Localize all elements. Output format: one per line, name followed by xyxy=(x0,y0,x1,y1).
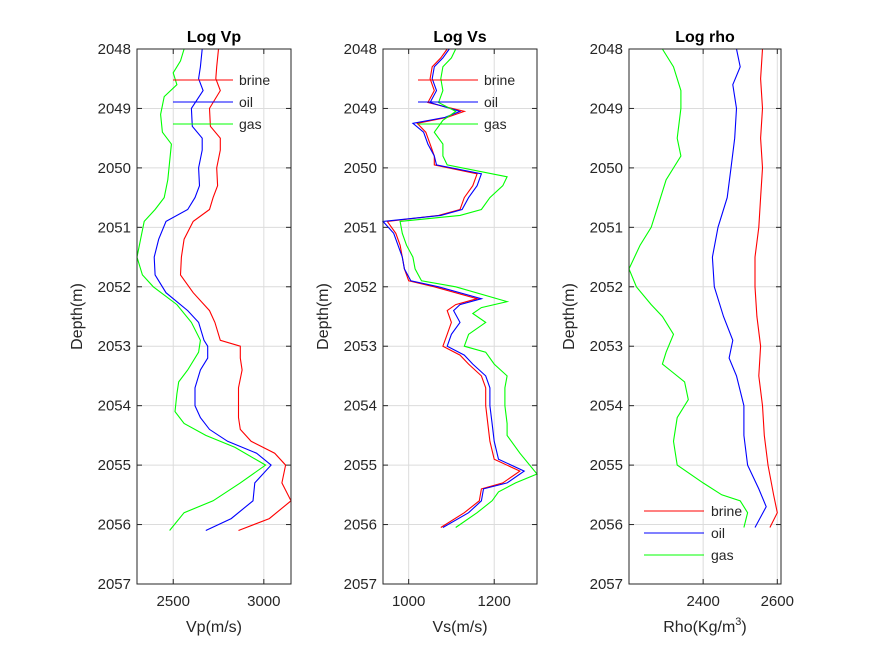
panel-vp: 2048 2049 2050 2051 2052 2053 2054 2055 2056 2057… xyxy=(69,29,292,636)
series-line-oil xyxy=(153,48,272,531)
y-tick-label: 2049 xyxy=(344,100,377,117)
legend-label-oil: oil xyxy=(484,94,498,110)
y-tick-label: 2055 xyxy=(98,457,131,474)
y-tick-label: 2053 xyxy=(590,338,623,355)
y-tick-label: 2056 xyxy=(590,517,623,534)
legend-label-gas: gas xyxy=(239,116,262,132)
y-tick-label: 2054 xyxy=(590,398,623,415)
x-tick-label: 2600 xyxy=(761,593,794,610)
y-tick-label: 2052 xyxy=(590,279,623,296)
axes-frame xyxy=(382,48,538,585)
x-tick-label: 1000 xyxy=(392,593,425,610)
y-tick-label: 2049 xyxy=(590,100,623,117)
y-tick-label: 2056 xyxy=(98,517,131,534)
y-tick-label: 2057 xyxy=(98,576,131,593)
y-tick-label: 2054 xyxy=(344,398,377,415)
y-tick-label: 2048 xyxy=(590,41,623,58)
series-line-oil xyxy=(711,48,767,528)
y-tick-label: 2048 xyxy=(98,41,131,58)
y-axis-label: Depth(m) xyxy=(315,283,332,350)
series-line-gas xyxy=(399,48,538,528)
y-axis-label: Depth(m) xyxy=(561,283,578,350)
x-axis-label: Rho(Kg/m3) xyxy=(663,616,746,636)
y-tick-label: 2052 xyxy=(98,279,131,296)
x-tick-label: 1200 xyxy=(478,593,511,610)
legend-label-gas: gas xyxy=(711,547,734,563)
x-tick-label: 2500 xyxy=(157,593,190,610)
y-tick-label: 2049 xyxy=(98,100,131,117)
legend-label-oil: oil xyxy=(711,525,725,541)
axes-frame xyxy=(628,48,782,585)
series-line-oil xyxy=(381,48,526,528)
y-tick-label: 2050 xyxy=(344,160,377,177)
y-tick-label: 2054 xyxy=(98,398,131,415)
series-line-gas xyxy=(136,48,267,531)
x-tick-label: 3000 xyxy=(247,593,280,610)
y-axis-label: Depth(m) xyxy=(69,283,86,350)
y-tick-label: 2050 xyxy=(98,160,131,177)
series-line-gas xyxy=(628,48,749,528)
y-tick-label: 2050 xyxy=(590,160,623,177)
axes-frame xyxy=(136,48,292,585)
panel-vs: 2048 2049 2050 2051 2052 2053 2054 2055 2056 2057… xyxy=(315,29,538,636)
y-tick-label: 2051 xyxy=(98,219,131,236)
panel-rho: 2048 2049 2050 2051 2052 2053 2054 2055 2056 2057… xyxy=(561,29,794,636)
x-tick-label: 2400 xyxy=(686,593,719,610)
x-axis-label: Vs(m/s) xyxy=(432,619,487,636)
series-line-brine xyxy=(754,48,778,528)
y-tick-label: 2057 xyxy=(344,576,377,593)
legend-label-brine: brine xyxy=(239,72,270,88)
legend-label-oil: oil xyxy=(239,94,253,110)
y-tick-label: 2051 xyxy=(590,219,623,236)
series-line-brine xyxy=(179,48,292,532)
y-tick-label: 2048 xyxy=(344,41,377,58)
y-tick-label: 2057 xyxy=(590,576,623,593)
y-tick-label: 2052 xyxy=(344,279,377,296)
legend-label-brine: brine xyxy=(484,72,515,88)
panel-title: Log Vs xyxy=(433,29,486,46)
y-tick-label: 2053 xyxy=(98,338,131,355)
panel-title: Log Vp xyxy=(187,29,241,46)
y-tick-label: 2056 xyxy=(344,517,377,534)
panel-title: Log rho xyxy=(675,29,735,46)
x-axis-label: Vp(m/s) xyxy=(186,619,242,636)
y-tick-label: 2055 xyxy=(344,457,377,474)
y-tick-label: 2053 xyxy=(344,338,377,355)
y-tick-label: 2055 xyxy=(590,457,623,474)
legend-label-brine: brine xyxy=(711,503,742,519)
legend-label-gas: gas xyxy=(484,116,507,132)
y-tick-label: 2051 xyxy=(344,219,377,236)
